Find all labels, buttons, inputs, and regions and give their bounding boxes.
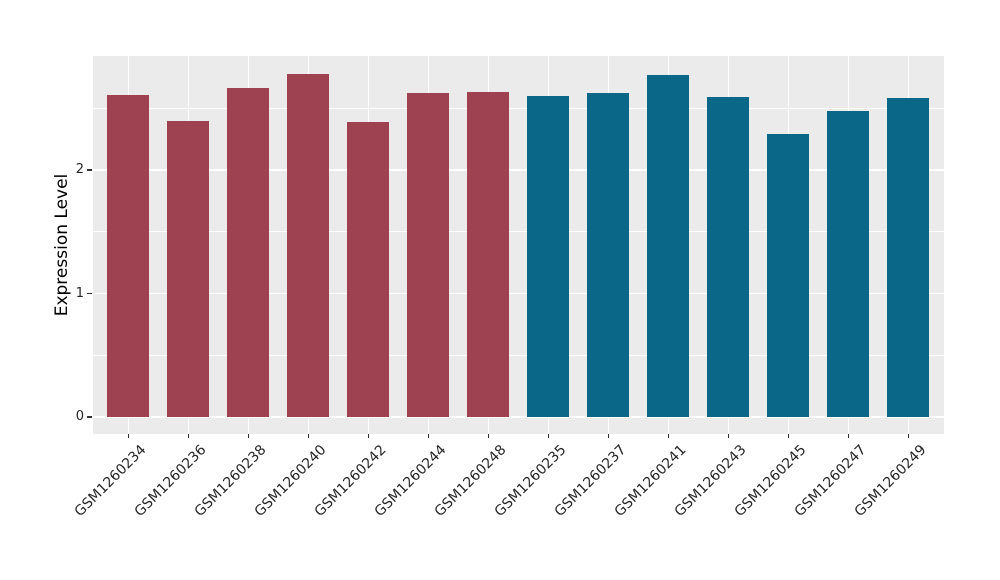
bar-GSM1260238 [227, 88, 270, 417]
x-tick-mark [787, 434, 790, 438]
x-tick-mark [547, 434, 550, 438]
x-tick-mark [307, 434, 310, 438]
bar-GSM1260237 [587, 93, 630, 417]
plot-panel [93, 56, 944, 434]
y-tick-label: 0 [75, 409, 84, 424]
x-tick-mark [727, 434, 730, 438]
major-gridline [93, 292, 944, 295]
bar-GSM1260241 [647, 74, 690, 417]
minor-gridline [93, 231, 944, 233]
y-tick-mark [87, 292, 92, 295]
bar-GSM1260242 [347, 121, 390, 417]
bar-GSM1260243 [707, 97, 750, 417]
y-tick-label: 2 [75, 162, 84, 177]
y-tick-mark [87, 169, 92, 171]
bar-GSM1260236 [167, 120, 210, 417]
bar-GSM1260248 [467, 92, 510, 417]
bar-GSM1260234 [107, 94, 150, 417]
x-tick-mark [187, 434, 190, 438]
x-tick-mark [427, 434, 430, 438]
minor-gridline [93, 107, 944, 109]
x-tick-mark [127, 434, 130, 438]
bar-GSM1260245 [767, 134, 810, 417]
y-tick-label: 1 [75, 285, 84, 301]
x-tick-mark [907, 434, 910, 438]
y-tick-mark [87, 416, 92, 418]
major-gridline [93, 416, 944, 418]
bar-GSM1260235 [527, 95, 570, 417]
minor-gridline [93, 354, 944, 356]
x-tick-mark [487, 434, 490, 438]
x-tick-mark [847, 434, 850, 438]
major-gridline [93, 169, 944, 171]
x-tick-mark [607, 434, 610, 438]
x-tick-mark [667, 434, 670, 438]
x-tick-mark [367, 434, 370, 438]
bar-GSM1260247 [827, 110, 870, 417]
bar-GSM1260244 [407, 93, 450, 417]
bar-GSM1260249 [887, 98, 930, 417]
bar-GSM1260240 [287, 73, 330, 417]
x-tick-mark [247, 434, 250, 438]
